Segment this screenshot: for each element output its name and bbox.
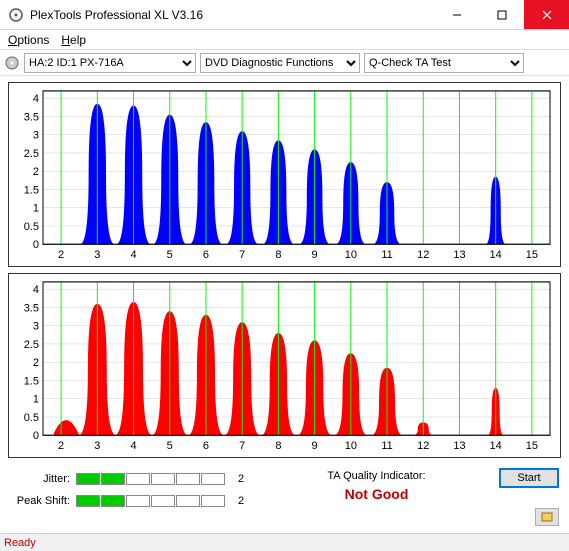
tick-segment	[176, 473, 200, 485]
window-controls	[434, 0, 569, 29]
status-text: Ready	[4, 537, 36, 549]
svg-text:6: 6	[203, 440, 209, 452]
disc-icon	[4, 55, 20, 71]
device-select[interactable]: HA:2 ID:1 PX-716A	[24, 53, 196, 73]
svg-text:2.5: 2.5	[24, 148, 39, 160]
svg-text:13: 13	[453, 249, 465, 261]
options-small-button[interactable]	[535, 508, 559, 526]
quality-label: TA Quality Indicator:	[260, 470, 493, 482]
chart-area: 00.511.522.533.5423456789101112131415 00…	[0, 76, 569, 458]
svg-text:15: 15	[526, 440, 538, 452]
tick-segment	[176, 495, 200, 507]
tick-segment	[151, 495, 175, 507]
menu-options[interactable]: Options	[8, 33, 49, 47]
maximize-button[interactable]	[479, 0, 524, 29]
svg-text:3.5: 3.5	[24, 111, 39, 123]
svg-text:5: 5	[167, 249, 173, 261]
svg-text:1: 1	[33, 203, 39, 215]
start-button[interactable]: Start	[499, 468, 559, 488]
category-select[interactable]: DVD Diagnostic Functions	[200, 53, 360, 73]
svg-text:8: 8	[275, 249, 281, 261]
titlebar: PlexTools Professional XL V3.16	[0, 0, 569, 30]
svg-text:4: 4	[130, 440, 136, 452]
metrics: Jitter: 2 Peak Shift: 2	[10, 468, 260, 512]
svg-text:13: 13	[453, 440, 465, 452]
tick-segment	[201, 473, 225, 485]
svg-text:3: 3	[94, 440, 100, 452]
svg-text:3: 3	[94, 249, 100, 261]
svg-text:0.5: 0.5	[24, 412, 39, 424]
svg-text:11: 11	[381, 440, 392, 452]
chart-top: 0 0.5 1 1.5 2 2.5 3 3.5 4 2 3 4 5 6 7 8 9 10 11 12 13 14 15	[8, 82, 561, 267]
svg-text:2: 2	[58, 440, 64, 452]
svg-text:2: 2	[58, 249, 64, 261]
minimize-button[interactable]	[434, 0, 479, 29]
menu-help[interactable]: Help	[61, 33, 86, 47]
svg-text:8: 8	[275, 440, 281, 452]
peak-shift-value: 2	[238, 495, 244, 507]
tick-segment	[126, 473, 150, 485]
svg-text:1: 1	[33, 394, 39, 406]
svg-text:12: 12	[417, 440, 429, 452]
chart-bottom: 0 0.5 1 1.5 2 2.5 3 3.5 4 2 3 4 5 6 7 8 9 10 11 12 13 14 15	[8, 273, 561, 458]
quality-value: Not Good	[260, 486, 493, 502]
window-title: PlexTools Professional XL V3.16	[30, 8, 434, 22]
svg-text:15: 15	[526, 249, 538, 261]
quality-indicator: TA Quality Indicator: Not Good	[260, 468, 493, 502]
close-button[interactable]	[524, 0, 569, 29]
test-select[interactable]: Q-Check TA Test	[364, 53, 524, 73]
statusbar: Ready	[0, 533, 569, 551]
svg-text:10: 10	[345, 440, 357, 452]
svg-text:7: 7	[239, 440, 245, 452]
metric-jitter: Jitter: 2	[10, 468, 260, 490]
svg-text:2: 2	[33, 357, 39, 369]
tick-segment	[126, 495, 150, 507]
svg-text:12: 12	[417, 249, 429, 261]
svg-text:5: 5	[167, 440, 173, 452]
svg-text:6: 6	[203, 249, 209, 261]
svg-text:9: 9	[312, 440, 318, 452]
tick-segment	[76, 473, 100, 485]
svg-text:3: 3	[33, 130, 39, 142]
svg-text:9: 9	[312, 249, 318, 261]
tick-segment	[151, 473, 175, 485]
toolbar: HA:2 ID:1 PX-716A DVD Diagnostic Functio…	[0, 50, 569, 76]
tick-segment	[201, 495, 225, 507]
peak-shift-label: Peak Shift:	[10, 495, 70, 507]
jitter-label: Jitter:	[10, 473, 70, 485]
svg-text:3: 3	[33, 321, 39, 333]
tick-segment	[101, 473, 125, 485]
jitter-ticks	[76, 473, 226, 485]
svg-text:11: 11	[381, 249, 392, 261]
tick-segment	[101, 495, 125, 507]
svg-text:0: 0	[33, 430, 39, 442]
jitter-value: 2	[238, 473, 244, 485]
svg-text:2: 2	[33, 166, 39, 178]
bottom-panel: Jitter: 2 Peak Shift: 2 TA Quality Indic…	[0, 464, 569, 532]
app-icon	[8, 7, 24, 23]
right-buttons: Start	[493, 468, 559, 526]
svg-text:14: 14	[490, 249, 502, 261]
svg-text:0.5: 0.5	[24, 221, 39, 233]
svg-text:10: 10	[345, 249, 357, 261]
metric-peak-shift: Peak Shift: 2	[10, 490, 260, 512]
svg-text:4: 4	[130, 249, 136, 261]
svg-text:1.5: 1.5	[24, 184, 39, 196]
svg-text:1.5: 1.5	[24, 375, 39, 387]
svg-text:3.5: 3.5	[24, 302, 39, 314]
svg-text:4: 4	[33, 93, 39, 105]
svg-text:2.5: 2.5	[24, 339, 39, 351]
peak-shift-ticks	[76, 495, 226, 507]
menubar: Options Help	[0, 30, 569, 50]
svg-text:4: 4	[33, 284, 39, 296]
svg-text:14: 14	[490, 440, 502, 452]
svg-text:7: 7	[239, 249, 245, 261]
tick-segment	[76, 495, 100, 507]
svg-text:0: 0	[33, 239, 39, 251]
